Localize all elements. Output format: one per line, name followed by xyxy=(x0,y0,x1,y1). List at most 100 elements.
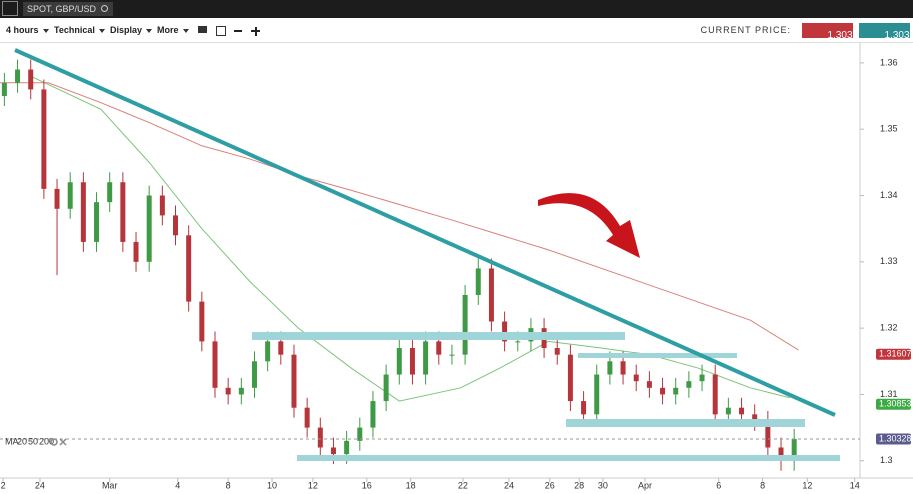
price-tag-label: 1.31607 xyxy=(879,349,912,359)
y-tick-label: 1.35 xyxy=(880,124,898,134)
x-tick-label: 6 xyxy=(716,480,721,490)
symbol: SPOT, GBP/USD xyxy=(27,4,97,14)
candle-body xyxy=(278,341,284,355)
candle-body xyxy=(94,202,100,242)
timeframe[interactable]: 4 hours xyxy=(6,18,49,43)
candle-body xyxy=(120,182,126,242)
x-tick-label: Mar xyxy=(102,480,118,490)
candle-body xyxy=(15,69,21,83)
candle-body xyxy=(330,447,336,455)
candle-body xyxy=(54,188,60,209)
zoom-out-icon[interactable] xyxy=(234,30,242,32)
candle-body xyxy=(699,374,705,382)
x-tick-label: 30 xyxy=(598,480,608,490)
candle-body xyxy=(291,354,297,408)
menu[interactable]: Technical xyxy=(54,18,105,43)
caret xyxy=(42,28,49,33)
candle-body xyxy=(173,215,179,236)
caret xyxy=(146,28,153,33)
candle-body xyxy=(28,69,34,90)
candle-body xyxy=(778,447,784,461)
price-tag-label: 1.30853 xyxy=(879,399,912,409)
trend-line xyxy=(14,48,836,417)
close-icon[interactable] xyxy=(59,438,67,446)
x-tick-label: 26 xyxy=(545,480,555,490)
ma-period: 20 xyxy=(17,436,27,446)
open-icon[interactable] xyxy=(198,26,207,33)
logo xyxy=(2,1,18,16)
x-tick-label: 22 xyxy=(458,480,468,490)
candle-body xyxy=(620,361,626,375)
ma-label: MA xyxy=(5,436,19,446)
search-icon[interactable] xyxy=(101,5,108,12)
price-tag xyxy=(876,398,911,410)
candle-body xyxy=(133,241,139,262)
price-tag-label: 1.30328 xyxy=(879,433,912,443)
symbol-box[interactable]: SPOT, GBP/USD xyxy=(23,2,113,16)
y-tick-label: 1.33 xyxy=(880,256,898,266)
candle-body xyxy=(739,407,745,415)
caret xyxy=(98,28,105,33)
candle-body xyxy=(225,387,231,395)
x-tick-label: 18 xyxy=(406,480,416,490)
x-tick-label: 16 xyxy=(362,480,372,490)
candle-body xyxy=(567,354,573,402)
menu[interactable]: More xyxy=(157,18,189,43)
ask: 1.30333 xyxy=(884,30,913,41)
zoom-in-icon[interactable] xyxy=(254,26,257,36)
x-tick-label: 8 xyxy=(760,480,765,490)
candle-body xyxy=(41,89,47,189)
candle-body xyxy=(199,301,205,342)
x-tick-label: 28 xyxy=(574,480,584,490)
price-tag xyxy=(876,433,911,445)
zone xyxy=(578,353,737,358)
x-tick-label: 24 xyxy=(35,480,45,490)
menu-text: Display xyxy=(110,25,143,35)
candle-body xyxy=(581,401,587,415)
candle-body xyxy=(159,195,165,216)
candle-body xyxy=(1,82,7,97)
candle-body xyxy=(554,348,560,355)
candle-body xyxy=(594,374,600,415)
candle-body xyxy=(515,341,521,343)
candle-body xyxy=(673,387,679,395)
x-tick-label: 12 xyxy=(802,480,812,490)
arrow xyxy=(538,193,640,258)
y-tick-label: 1.31 xyxy=(880,389,898,399)
x-tick-label: 12 xyxy=(308,480,318,490)
timeframe-text: 4 hours xyxy=(6,25,39,35)
caret xyxy=(182,28,189,33)
axes: 1.3 1.31 1.32 1.33 1.34 1.35 1.36 2 24 Mar 4 8 10 12 1… xyxy=(0,57,912,490)
y-tick-label: 1.36 xyxy=(880,57,898,67)
ma-line xyxy=(30,75,790,402)
candle-body xyxy=(607,361,613,375)
save-icon[interactable] xyxy=(216,26,226,36)
candle-body xyxy=(186,235,192,302)
bid-box[interactable]: 1.30323 xyxy=(802,23,864,41)
candle-body xyxy=(449,354,455,356)
menu-text: Technical xyxy=(54,25,95,35)
x-tick-label: 2 xyxy=(1,480,6,490)
candle-body xyxy=(791,438,797,461)
candle-body xyxy=(317,427,323,448)
candle-body xyxy=(488,268,494,322)
candle-body xyxy=(502,321,508,342)
current-price-label: CURRENT PRICE: xyxy=(700,25,791,35)
x-tick-label: 4 xyxy=(175,480,180,490)
settings-icon[interactable] xyxy=(50,438,58,446)
candle-body xyxy=(80,182,86,242)
ma-legend: 20 50 200 xyxy=(17,436,54,446)
x-tick-label: 14 xyxy=(850,480,860,490)
bid: 1.30323 xyxy=(827,30,864,41)
ma-period: 50 xyxy=(28,436,38,446)
y-tick-label: 1.34 xyxy=(880,190,898,200)
candle-body xyxy=(423,341,429,375)
ask-box[interactable]: 1.30333 xyxy=(859,23,913,41)
candle-body xyxy=(383,374,389,402)
candle-body xyxy=(396,348,402,375)
candle-body xyxy=(765,420,771,448)
menu[interactable]: Display xyxy=(110,18,153,43)
candle-body xyxy=(370,401,376,428)
